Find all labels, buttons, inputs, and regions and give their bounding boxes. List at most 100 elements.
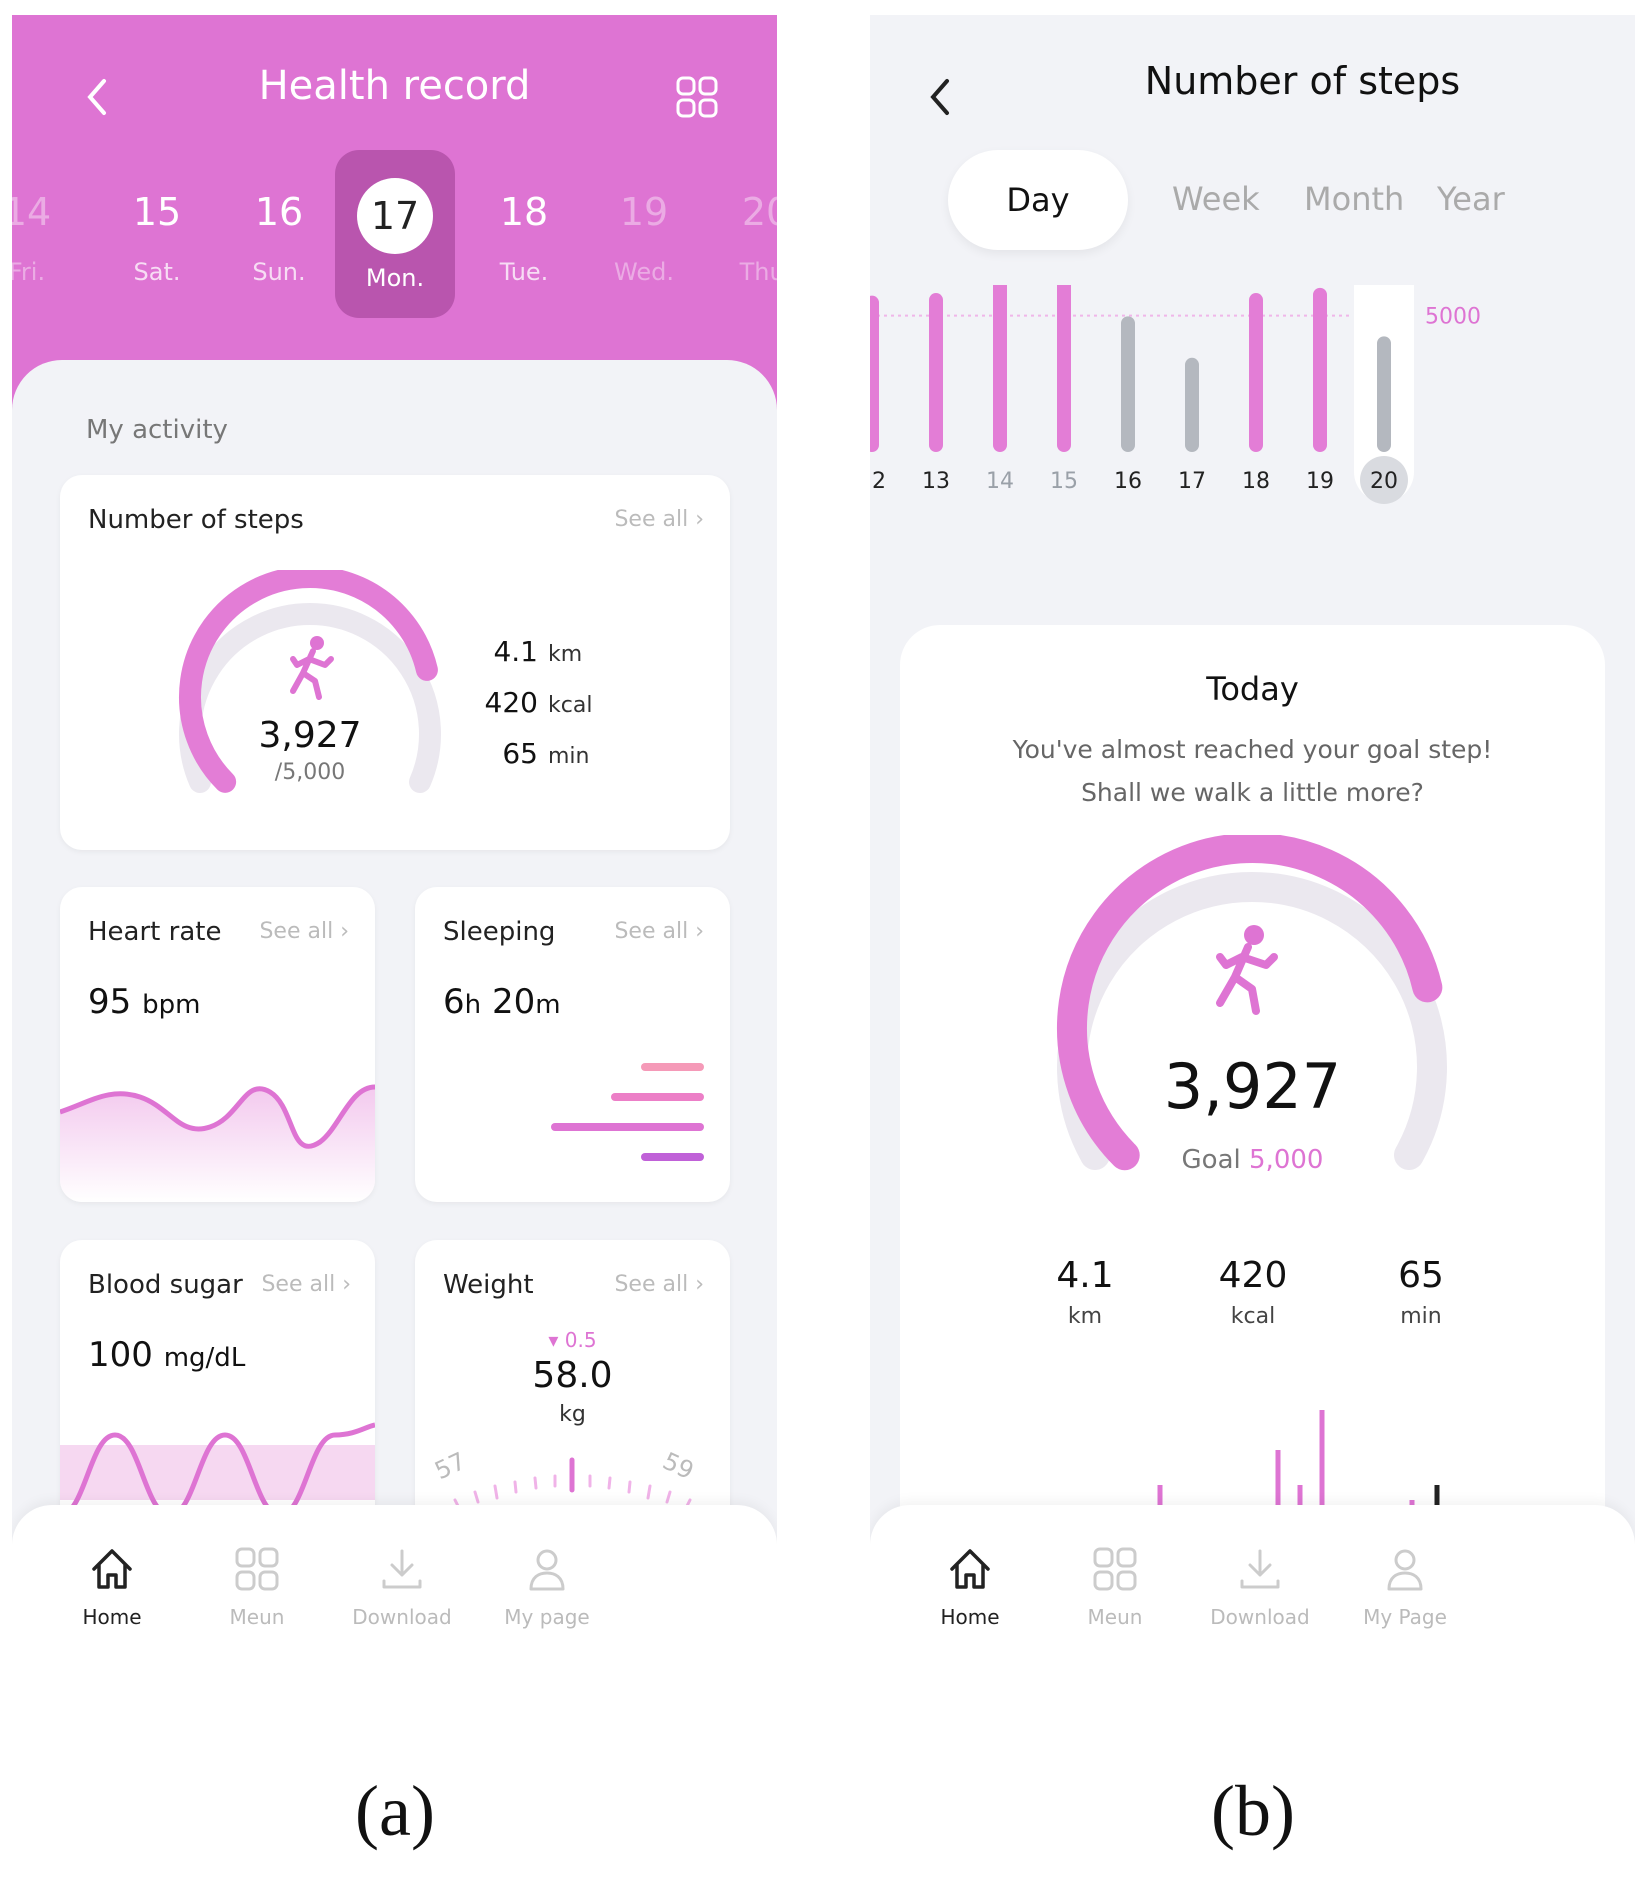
see-all-link[interactable]: See all › [259,919,349,944]
today-card: Today You've almost reached your goal st… [900,625,1605,1635]
weight-change: ▾ 0.5 [548,1328,597,1352]
distance-stat: 4.1 km [1056,1255,1114,1329]
goal-reference-label: 5000 [1425,305,1481,330]
chart-tick-label[interactable]: 20 [1370,469,1398,494]
caption-b: (b) [1211,1771,1295,1851]
encouragement-message-2: Shall we walk a little more? [1081,778,1424,807]
grid-menu-button[interactable] [667,67,727,127]
distance-stat: 4.1 km [493,635,583,668]
date-item[interactable]: 18 Tue. [499,190,549,286]
steps-bar-chart: 5000 12 13 14 15 16 17 18 19 20 [870,285,1481,504]
sleeping-card[interactable]: Sleeping See all › 6h 20m [415,887,730,1202]
grid-icon [676,76,718,118]
date-item[interactable]: 14 Fri. [12,190,52,286]
date-item[interactable]: 19 Wed. [614,190,674,286]
activity-panel: My activity Number of steps See all › 3,… [12,360,777,1635]
back-button[interactable] [910,67,970,127]
encouragement-message: You've almost reached your goal step! [1012,735,1493,764]
steps-card[interactable]: Number of steps See all › 3,927 /5,000 4… [60,475,730,850]
caption-a: (a) [355,1771,435,1851]
see-all-link[interactable]: See all › [614,919,704,944]
steps-goal: /5,000 [274,760,346,785]
chart-tick-label[interactable]: 14 [986,469,1014,494]
steps-value: 3,927 [258,715,362,756]
steps-gauge [1057,835,1447,1171]
chevron-left-icon [87,79,106,115]
heart-rate-card[interactable]: Heart rate See all › 95 bpm [60,887,375,1202]
see-all-link[interactable]: See all › [261,1272,351,1297]
bottom-navigation: Home Meun Download My Page [870,1505,1635,1635]
duration-stat: 65 min [1398,1255,1444,1329]
duration-stat: 65 min [502,737,590,770]
chart-tick-label[interactable]: 12 [870,469,886,494]
see-all-link[interactable]: See all › [614,1272,704,1297]
user-icon [1387,1549,1423,1591]
chart-tick-label[interactable]: 18 [1242,469,1270,494]
health-record-screen: Health record 14 Fri. 15 Sat. 16 Sun. 17 Mon… [12,15,777,1635]
page-title: Number of steps [1144,59,1461,103]
steps-gauge [179,570,441,793]
chart-tick-label[interactable]: 13 [922,469,950,494]
download-icon [382,1549,422,1589]
blood-sugar-wave [60,1422,375,1518]
nav-download[interactable]: Download [322,1545,482,1629]
header: Health record 14 Fri. 15 Sat. 16 Sun. 17 Mon… [12,15,777,410]
date-item[interactable]: 15 Sat. [132,190,182,286]
date-item[interactable]: 20Thu. [739,190,777,286]
selected-day-badge [1360,456,1408,504]
tab-year[interactable]: Year [1437,180,1505,218]
tab-week[interactable]: Week [1172,180,1260,218]
walking-person-icon [290,636,334,700]
weight-card[interactable]: Weight See all › ▾ 0.5 58.0 kg 57 59 [415,1240,730,1555]
heart-rate-value: 95 bpm [88,982,201,1022]
card-title: Sleeping [443,917,556,947]
steps-value: 3,927 [1163,1050,1342,1123]
date-item[interactable]: 16 Sun. [252,190,306,286]
see-all-link[interactable]: See all › [614,507,704,532]
date-selector: 14 Fri. 15 Sat. 16 Sun. 17 Mon. 18 Tue. 19 Wed… [12,150,777,320]
nav-home[interactable]: Home [890,1545,1050,1629]
tab-day[interactable]: Day [948,150,1128,250]
tab-month[interactable]: Month [1304,180,1405,218]
weight-unit: kg [559,1402,586,1427]
period-tabs: Day Week Month Year [870,150,1635,250]
grid-icon [1093,1547,1137,1591]
card-title: Number of steps [88,505,304,535]
walking-person-icon [1216,925,1278,1015]
sleep-duration-value: 6h 20m [443,982,561,1022]
nav-home[interactable]: Home [32,1545,192,1629]
blood-sugar-card[interactable]: Blood sugar See all › 100 mg/dL [60,1240,375,1555]
steps-goal: Goal 5,000 [1181,1145,1324,1175]
chart-tick-label[interactable]: 19 [1306,469,1334,494]
home-icon [92,1549,132,1589]
nav-menu[interactable]: Meun [177,1545,337,1629]
back-button[interactable] [67,67,127,127]
bottom-navigation: Home Meun Download My page [12,1505,777,1635]
card-title: Today [1206,670,1299,708]
card-title: Blood sugar [88,1270,243,1300]
calories-stat: 420 kcal [1218,1255,1288,1329]
download-icon [1240,1549,1280,1589]
nav-download[interactable]: Download [1180,1545,1340,1629]
heart-rate-wave [60,1084,375,1202]
home-icon [950,1549,990,1589]
page-title: Health record [258,63,531,109]
chevron-left-icon [930,79,949,115]
chart-tick-label[interactable]: 17 [1178,469,1206,494]
card-title: Weight [443,1270,534,1300]
chart-tick-label[interactable]: 15 [1050,469,1078,494]
nav-menu[interactable]: Meun [1035,1545,1195,1629]
user-icon [529,1549,565,1591]
section-label: My activity [86,415,228,445]
nav-my-page[interactable]: My page [467,1545,627,1629]
weight-value: 58.0 [532,1355,613,1396]
calories-stat: 420 kcal [484,686,593,719]
chart-tick-label[interactable]: 16 [1114,469,1142,494]
grid-icon [235,1547,279,1591]
nav-my-page[interactable]: My Page [1325,1545,1485,1629]
blood-sugar-value: 100 mg/dL [88,1335,246,1375]
date-item-selected[interactable]: 17 Mon. [335,150,455,318]
steps-detail-screen: Number of steps Day Week Month Year 5000… [870,15,1635,1635]
card-title: Heart rate [88,917,222,947]
sleep-stages-chart [551,1063,704,1161]
